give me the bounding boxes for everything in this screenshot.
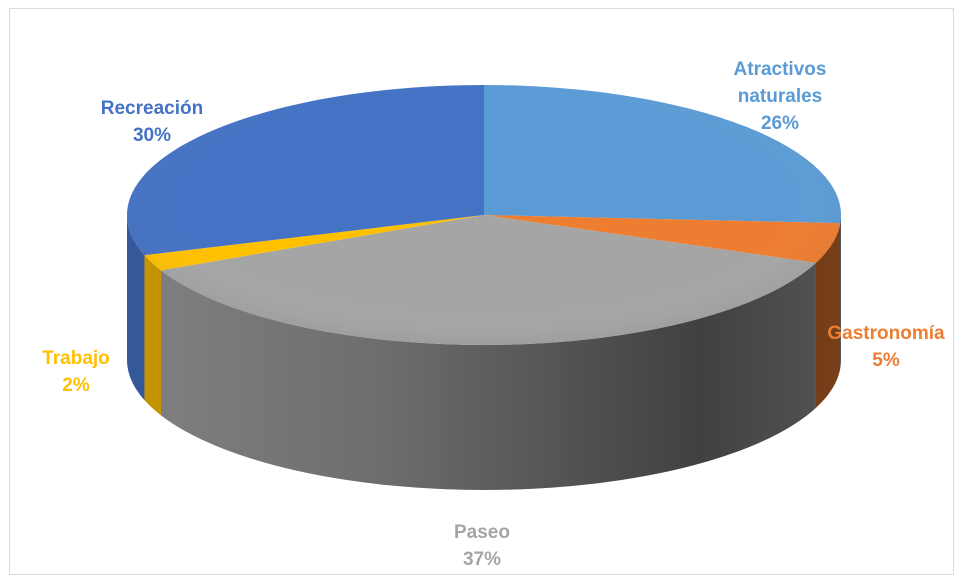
data-label-category: Atractivos xyxy=(734,59,827,80)
data-label-recreación: Recreación 30% xyxy=(101,98,203,146)
data-label-trabajo: Trabajo 2% xyxy=(42,348,110,396)
data-label-category: Recreación xyxy=(101,98,203,119)
data-label-gastronomía: Gastronomía 5% xyxy=(827,323,945,371)
data-label-category: Paseo xyxy=(454,522,510,543)
pie-top-faces xyxy=(127,85,841,345)
data-label-paseo: Paseo 37% xyxy=(454,522,510,570)
data-label-percent: 37% xyxy=(463,549,501,570)
data-label-percent: 2% xyxy=(62,375,90,396)
pie-top-rim-shade xyxy=(127,85,841,345)
data-label-category: Trabajo xyxy=(42,348,110,369)
data-label-category: Gastronomía xyxy=(827,323,945,344)
data-label-atractivos-naturales: Atractivos naturales 26% xyxy=(734,59,827,134)
data-label-percent: 5% xyxy=(872,350,900,371)
data-label-percent: 30% xyxy=(133,125,171,146)
data-label-category: naturales xyxy=(738,86,822,107)
data-label-percent: 26% xyxy=(761,113,799,134)
